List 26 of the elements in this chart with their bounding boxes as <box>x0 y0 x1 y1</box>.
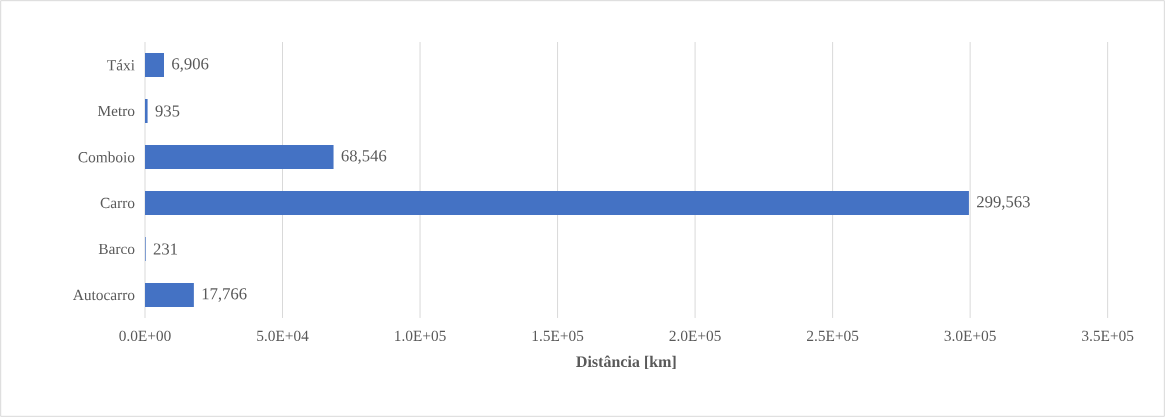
bar <box>145 282 194 307</box>
y-tick-label: Táxi <box>107 59 135 71</box>
data-label: 6,906 <box>172 58 209 72</box>
y-tick-label: Comboio <box>78 151 135 163</box>
x-tick-label: 1.5E+05 <box>532 330 584 342</box>
bar <box>145 191 969 215</box>
x-tick-label: 2.5E+05 <box>807 330 859 342</box>
data-label: 17,766 <box>202 288 247 302</box>
bar <box>145 99 148 123</box>
x-tick-label: 5.0E+04 <box>257 330 309 342</box>
y-tick-label: Carro <box>100 197 135 209</box>
y-tick-label: Autocarro <box>72 289 135 301</box>
data-label: 299,563 <box>977 196 1030 210</box>
x-tick-label: 3.5E+05 <box>1082 330 1134 342</box>
data-label: 935 <box>155 105 180 117</box>
bar <box>145 53 164 77</box>
y-tick-label: Metro <box>97 105 135 117</box>
x-tick-label: 3.0E+05 <box>944 330 996 342</box>
x-axis-title: Distância [km] <box>576 355 676 370</box>
x-tick-label: 0.0E+00 <box>119 330 171 342</box>
x-tick-label: 2.0E+05 <box>669 330 721 342</box>
y-tick-label: Barco <box>98 243 135 255</box>
bar <box>145 145 334 169</box>
x-tick-label: 1.0E+05 <box>395 330 446 342</box>
data-label: 231 <box>153 243 178 255</box>
data-label: 68,546 <box>341 150 387 164</box>
